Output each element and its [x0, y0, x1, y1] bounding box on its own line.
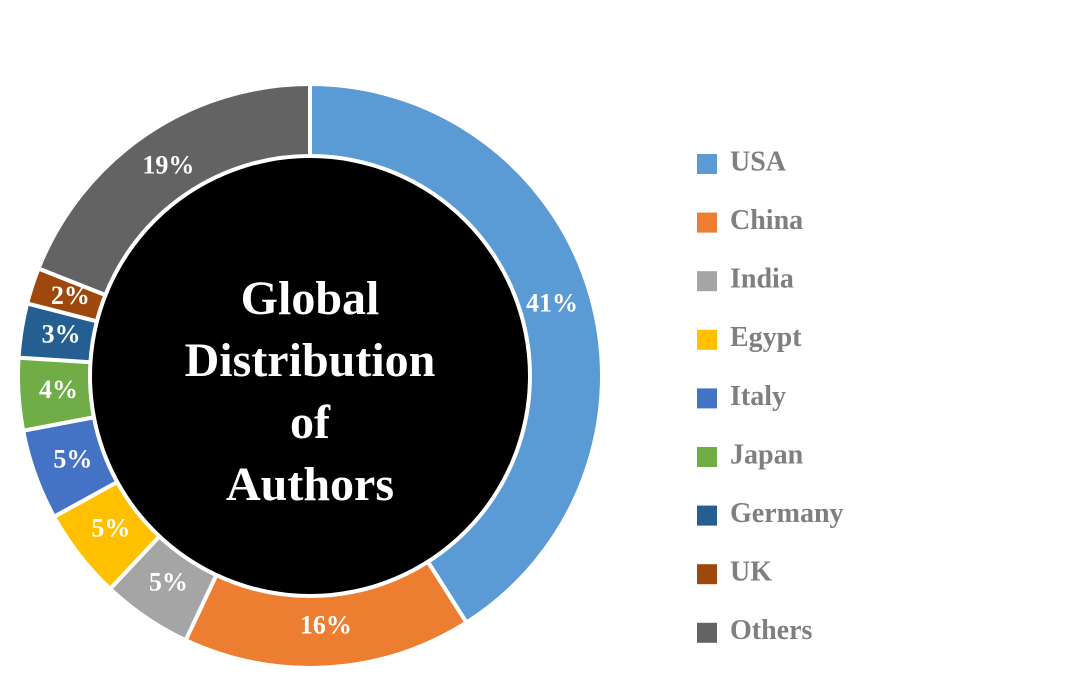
donut-segment — [35, 81, 312, 298]
donut-center — [92, 158, 528, 594]
legend-label: USA — [730, 146, 787, 177]
legend-label: India — [730, 264, 794, 295]
data-label: 19% — [142, 151, 194, 180]
data-label: 16% — [300, 610, 352, 639]
legend-label: Germany — [730, 498, 844, 529]
data-label: 41% — [526, 289, 578, 318]
data-label: 4% — [39, 375, 78, 404]
legend-swatch — [697, 212, 717, 233]
data-label: 5% — [91, 513, 130, 542]
legend-label: UK — [730, 557, 772, 588]
legend-swatch — [697, 622, 717, 643]
legend-label: Italy — [730, 381, 786, 412]
legend-label: Japan — [730, 439, 804, 470]
legend-swatch — [697, 447, 717, 467]
data-label: 5% — [53, 444, 92, 473]
legend-swatch — [697, 154, 717, 174]
donut-segment — [308, 81, 604, 626]
legend-swatch — [697, 564, 717, 585]
legend-swatch — [697, 505, 717, 526]
data-label: 5% — [149, 567, 188, 596]
legend-swatch — [697, 271, 717, 292]
legend-swatch — [697, 388, 717, 409]
legend-label: Others — [730, 615, 813, 646]
data-label: 3% — [42, 320, 81, 349]
chart-title: Global Distribution of Authors — [184, 272, 436, 511]
legend-swatch — [697, 329, 717, 350]
legend-label: China — [730, 205, 803, 236]
legend-label: Egypt — [730, 322, 802, 353]
